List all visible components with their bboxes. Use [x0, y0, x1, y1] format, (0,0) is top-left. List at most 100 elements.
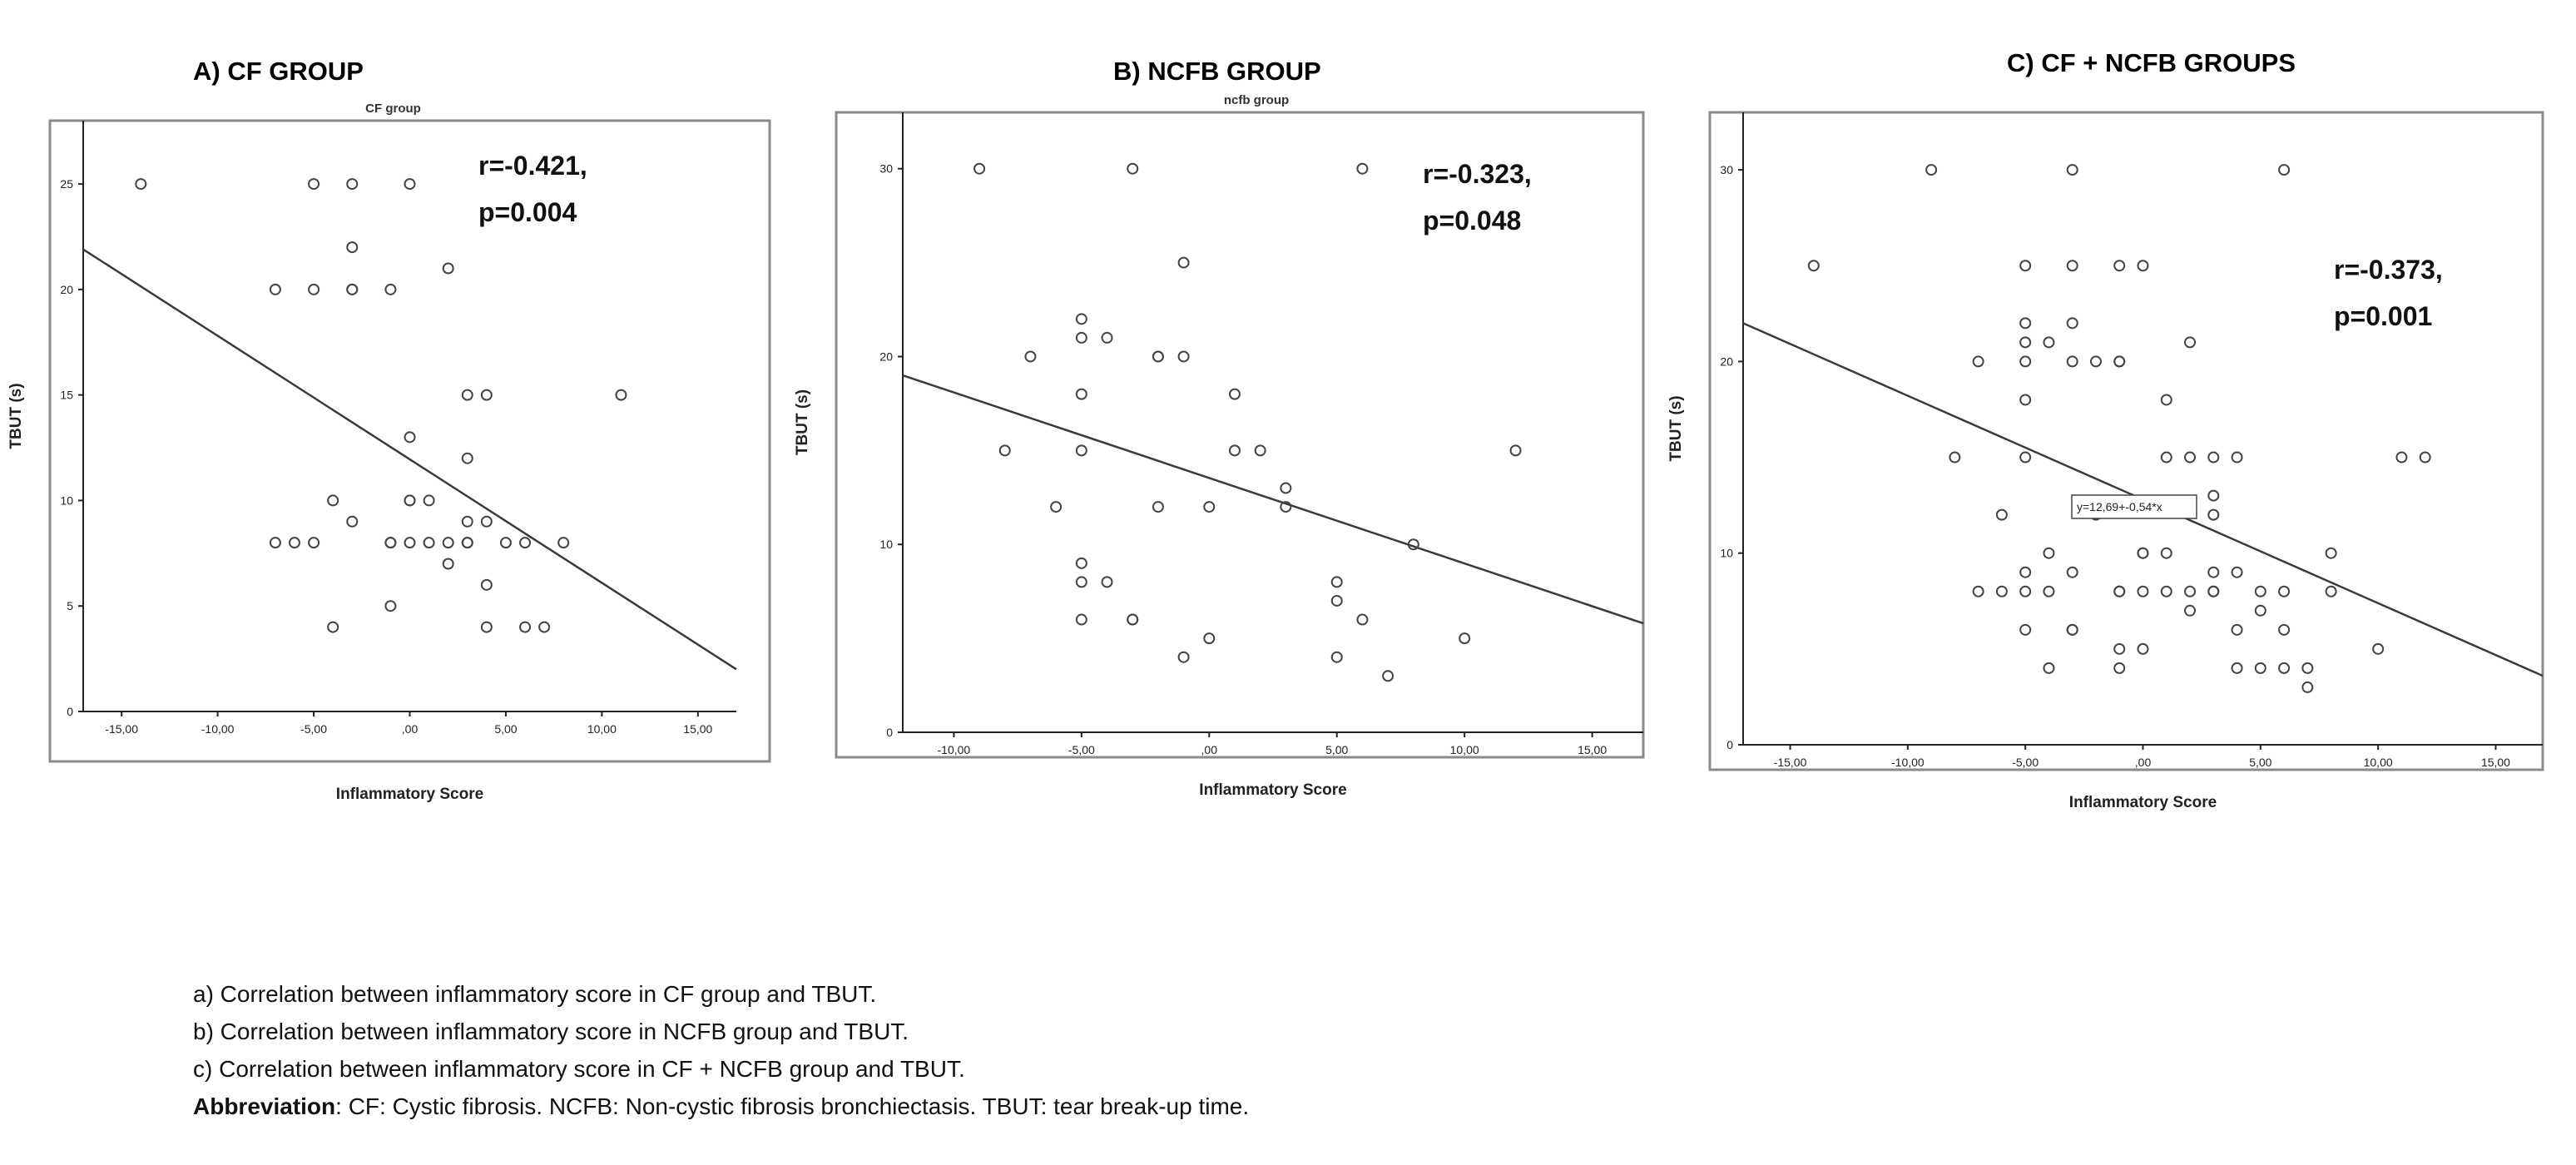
data-point: [461, 452, 473, 464]
data-point: [346, 241, 359, 254]
data-point: [2301, 681, 2314, 693]
data-point: [2043, 336, 2055, 349]
data-point: [1382, 670, 1395, 682]
data-point: [1203, 501, 1216, 513]
y-tick-label: 25: [60, 177, 73, 191]
data-point: [1995, 508, 2008, 521]
data-point: [480, 621, 493, 633]
x-tick-label: 15,00: [683, 722, 712, 736]
data-point: [1972, 355, 1984, 368]
data-point: [2137, 547, 2149, 559]
data-point: [1949, 451, 1961, 464]
data-point: [2301, 662, 2314, 674]
data-point: [384, 600, 397, 612]
x-tick-label: 15,00: [2481, 756, 2510, 769]
data-point: [461, 537, 473, 549]
data-point: [2137, 585, 2149, 597]
data-point: [2066, 164, 2078, 176]
data-point: [480, 515, 493, 528]
x-tick-label: -15,00: [1774, 756, 1807, 769]
x-tick-label: ,00: [2135, 756, 2152, 769]
data-point: [269, 537, 281, 549]
x-tick-label: 5,00: [494, 722, 517, 736]
data-point: [461, 515, 473, 528]
y-tick-label: 0: [1726, 738, 1733, 751]
data-point: [2019, 336, 2032, 349]
data-point: [384, 537, 397, 549]
y-tick-label: 20: [879, 350, 893, 363]
data-point: [2254, 604, 2266, 617]
data-point: [1459, 632, 1471, 645]
data-point: [2395, 451, 2408, 464]
data-point: [2372, 642, 2385, 655]
data-point: [308, 537, 320, 549]
note-a: a) Correlation between inflammatory scor…: [193, 981, 877, 1007]
y-tick-label: 30: [879, 162, 893, 176]
data-point: [1807, 260, 1820, 272]
data-point: [404, 431, 416, 444]
x-tick-label: -5,00: [1068, 743, 1095, 756]
data-point: [1075, 613, 1087, 626]
data-point: [1024, 350, 1037, 363]
data-point: [1152, 350, 1164, 363]
data-point: [2278, 662, 2291, 674]
data-point: [2066, 566, 2078, 578]
data-point: [2019, 451, 2032, 464]
data-point: [1177, 350, 1190, 363]
data-point: [2184, 451, 2197, 464]
data-point: [480, 578, 493, 591]
x-tick-label: 5,00: [1325, 743, 1348, 756]
note-c: c) Correlation between inflammatory scor…: [193, 1056, 965, 1082]
data-point: [2160, 451, 2172, 464]
data-point: [1330, 651, 1343, 663]
data-point: [1995, 585, 2008, 597]
data-point: [2113, 642, 2126, 655]
x-tick-label: 10,00: [2364, 756, 2393, 769]
x-tick-label: -10,00: [201, 722, 235, 736]
data-point: [327, 494, 339, 507]
data-point: [2231, 566, 2243, 578]
panel-c-heading: C) CF + NCFB GROUPS: [2007, 48, 2296, 77]
figure-notes: a) Correlation between inflammatory scor…: [193, 975, 1249, 1125]
data-point: [2207, 451, 2220, 464]
data-point: [423, 494, 435, 507]
data-point: [1356, 613, 1369, 626]
data-point: [2019, 585, 2032, 597]
data-point: [1152, 501, 1164, 513]
data-point: [1228, 444, 1241, 457]
data-point: [2113, 662, 2126, 674]
data-point: [1254, 444, 1266, 457]
data-point: [519, 621, 532, 633]
data-point: [2207, 585, 2220, 597]
data-point: [461, 389, 473, 401]
data-point: [2019, 317, 2032, 330]
plot-frame: [1708, 111, 2544, 771]
abbreviation-label: Abbreviation: [193, 1093, 336, 1119]
y-tick-label: 30: [1720, 163, 1733, 176]
plot-frame: [48, 119, 771, 763]
data-point: [2019, 623, 2032, 636]
correlation-r-label: r=-0.373,: [2334, 255, 2443, 285]
data-point: [2254, 662, 2266, 674]
x-tick-label: ,00: [402, 722, 419, 736]
data-point: [442, 537, 454, 549]
correlation-r-label: r=-0.323,: [1423, 159, 1532, 189]
data-point: [998, 444, 1011, 457]
regression-line: [902, 374, 1644, 625]
data-point: [557, 537, 570, 549]
data-point: [1407, 538, 1419, 551]
data-point: [538, 621, 551, 633]
data-point: [1075, 331, 1087, 344]
correlation-r-label: r=-0.421,: [478, 151, 587, 181]
data-point: [2043, 585, 2055, 597]
data-point: [442, 558, 454, 570]
data-point: [1280, 501, 1292, 513]
data-point: [2184, 336, 2197, 349]
y-tick-label: 20: [60, 283, 73, 296]
data-point: [1228, 388, 1241, 400]
data-point: [1203, 632, 1216, 645]
y-tick-label: 0: [67, 705, 73, 718]
data-point: [2160, 547, 2172, 559]
data-point: [1075, 388, 1087, 400]
data-point: [2043, 662, 2055, 674]
